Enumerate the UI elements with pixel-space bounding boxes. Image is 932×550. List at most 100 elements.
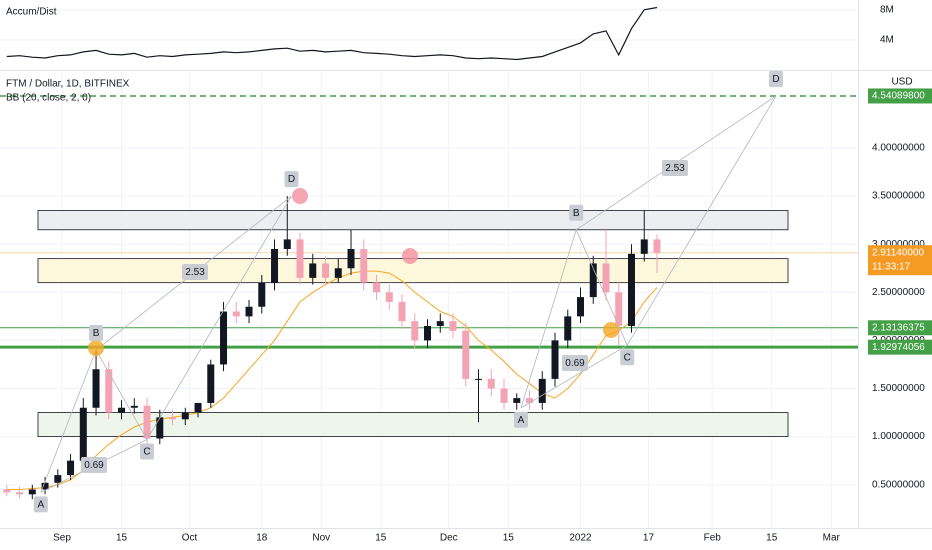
candle-body [653,239,661,253]
candle-body [245,306,253,317]
y-tick-label: 4.00000000 [872,143,925,154]
candle-body [360,249,368,283]
candle-body [156,417,164,439]
x-tick-label: 15 [116,533,128,544]
candle-body [424,325,432,341]
pattern-point-box [33,496,48,513]
pattern-point-box [620,349,635,366]
candle-body [105,369,113,413]
countdown: 11:33:17 [872,261,911,272]
ratio-label: 0.69 [562,355,588,371]
x-tick-label: Nov [312,533,330,544]
x-tick-label: Mar [823,533,841,544]
candle-body [526,398,534,403]
candle-body [79,407,87,461]
y-tick-label: 3.50000000 [872,191,925,202]
candle-body [564,316,572,341]
zone [37,210,789,231]
candle-body [589,263,597,298]
candle-body [169,417,177,420]
candle-body [67,460,75,476]
candle-body [194,402,202,413]
price-tag-label: 1.92974056 [872,342,925,353]
accum-dist-line [6,6,658,61]
ratio-text: 2.53 [185,267,205,278]
y-tick-label: 1.50000000 [872,383,925,394]
x-tick-label: Sep [53,533,71,544]
ratio-text: 2.53 [665,163,685,174]
x-tick-label: 15 [375,533,387,544]
highlight-dot [603,322,619,338]
x-tick-label: 15 [766,533,778,544]
candle-body [500,388,508,403]
candle-body [271,249,279,283]
pattern-point-label: C [143,447,150,458]
x-tick-label: Dec [440,533,458,544]
y-tick-label: 3.00000000 [872,239,925,250]
ratio-label: 2.53 [662,160,688,176]
candle-body [411,321,419,341]
highlight-dot [88,340,104,356]
plot [0,6,858,528]
candle-body [220,311,228,365]
candle-body [118,407,126,413]
x-tick-label: 15 [503,533,515,544]
pattern-point-label: A [37,500,44,511]
candle-body [283,239,291,250]
candle-body [602,263,610,293]
x-tick-label: Feb [704,533,722,544]
candle-body [640,239,648,254]
candle-body [475,378,483,380]
candle-body [207,364,215,403]
indicator-title: Accum/Dist [6,7,57,18]
price-tag [868,320,932,336]
pattern-point-label: B [573,208,580,219]
candle-body [258,282,266,307]
price-tag-label: 2.13136375 [872,322,925,333]
candle-body [347,249,355,269]
candle-body [487,378,495,389]
pattern-point-box [514,411,529,428]
pattern-point-label: C [624,352,631,363]
y-tick-label: 1.00000000 [872,431,925,442]
pattern-point-box [140,443,155,460]
ratio-text: 0.69 [565,358,585,369]
candle-body [143,405,151,439]
price-tag-label: 2.91140000 [872,247,925,258]
candle-body [449,321,457,331]
y-tick-label: 4M [880,35,894,46]
candle-body [130,405,138,408]
x-tick-label: 18 [256,533,268,544]
y-tick-label: 0.50000000 [872,479,925,490]
candle-body [373,282,381,293]
candle-body [385,292,393,302]
candle-body [551,340,559,379]
candle-body [436,321,444,326]
ratio-label: 2.53 [182,264,208,280]
price-tag [868,245,932,276]
candle-body [232,311,240,317]
currency: USD [891,77,912,88]
price-tag [868,88,932,104]
price-tag-label: 4.54089800 [872,91,925,102]
candle-body [28,489,36,495]
symbol-title: FTM / Dollar, 1D, BITFINEX [6,79,130,90]
candle-body [576,297,584,317]
pattern-point-label: A [518,415,525,426]
candle-body [334,268,342,278]
ratio-label: 0.69 [81,457,107,473]
pattern-point-label: D [772,74,779,85]
pattern-point-box [768,71,783,88]
pattern-point-label: D [288,174,295,185]
pattern-point-box [89,325,104,342]
y-tick-label: 2.50000000 [872,287,925,298]
x-tick-label: 2022 [569,533,592,544]
pattern-point-box [569,204,584,221]
candle-body [538,378,546,403]
candle-body [41,482,49,490]
candle-body [54,475,62,483]
highlight-dot [292,188,308,204]
price-tag [868,339,932,355]
x-tick-label: 17 [643,533,655,544]
